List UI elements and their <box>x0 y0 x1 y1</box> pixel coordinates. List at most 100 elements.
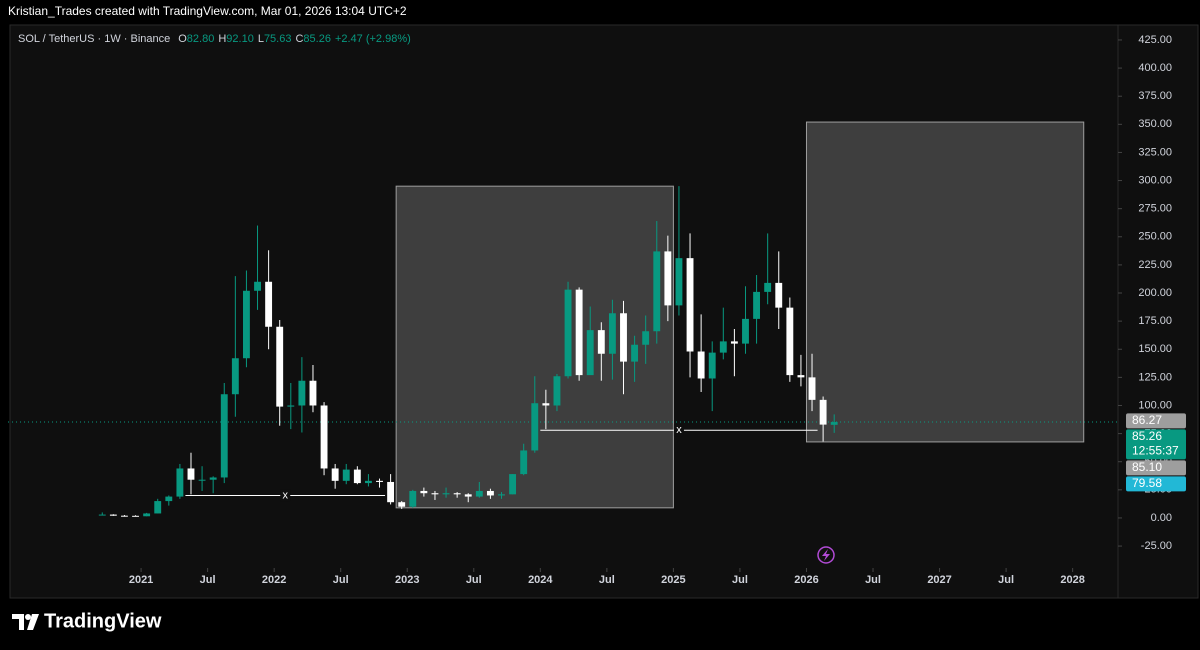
candle-body <box>775 282 783 308</box>
candle-body <box>764 282 772 292</box>
candle-body <box>143 513 151 517</box>
candle-body <box>132 515 139 517</box>
x-tick-label: Jul <box>200 574 216 586</box>
x-tick-label: Jul <box>865 574 881 586</box>
candle-body <box>797 375 805 378</box>
candle-body <box>653 251 661 332</box>
candle-body <box>420 490 428 494</box>
candle-body <box>586 330 594 376</box>
candle-body <box>331 468 339 481</box>
x-tick-label: 2027 <box>927 574 951 586</box>
symbol: SOL / TetherUS · 1W · Binance <box>18 33 170 45</box>
price-label: 86.27 <box>1132 413 1162 427</box>
candle-body <box>109 514 117 516</box>
candle-body <box>697 351 705 379</box>
price-label: 85.10 <box>1132 460 1162 474</box>
range-box <box>395 185 674 509</box>
level-label: x <box>676 424 682 436</box>
candle-body <box>564 289 572 377</box>
y-tick-label: 175.00 <box>1138 315 1172 327</box>
candle-body <box>98 514 106 516</box>
y-tick-label: 150.00 <box>1138 343 1172 355</box>
legend-key: O <box>178 33 187 45</box>
candle-body <box>498 494 505 496</box>
legend-change: +2.47 (+2.98%) <box>335 33 411 45</box>
candle-body <box>486 490 494 496</box>
brand-logo <box>12 614 39 630</box>
x-tick-label: 2025 <box>661 574 685 586</box>
candle-body <box>298 380 306 406</box>
brand: TradingView <box>44 610 162 632</box>
candle-body <box>631 344 639 362</box>
legend-key: L <box>258 33 264 45</box>
candle-body <box>453 493 461 495</box>
candle-body <box>187 468 195 480</box>
candle-body <box>209 477 217 480</box>
candle-body <box>730 341 738 344</box>
candle-body <box>464 494 472 497</box>
candle-body <box>309 380 317 406</box>
legend-value: 82.80 <box>187 33 215 45</box>
y-tick-label: 0.00 <box>1151 512 1172 524</box>
plot: xx <box>8 121 1117 517</box>
candle-body <box>276 326 284 407</box>
x-tick-label: Jul <box>599 574 615 586</box>
candle-body <box>376 480 383 482</box>
price-label: 79.58 <box>1132 476 1162 490</box>
x-tick-label: 2023 <box>395 574 419 586</box>
y-tick-label: 375.00 <box>1138 90 1172 102</box>
candle-body <box>398 502 406 507</box>
candle-body <box>708 352 716 379</box>
y-tick-label: 225.00 <box>1138 259 1172 271</box>
x-tick-label: Jul <box>998 574 1014 586</box>
y-tick-label: 425.00 <box>1138 34 1172 46</box>
header: Kristian_Trades created with TradingView… <box>8 4 407 18</box>
candle-body <box>553 376 561 406</box>
candle-body <box>642 331 650 345</box>
price-label-time: 12:55:37 <box>1132 444 1179 458</box>
x-tick-label: 2026 <box>794 574 818 586</box>
candle-body <box>442 493 450 495</box>
candle-body <box>786 307 794 376</box>
level-label-bg <box>673 424 684 437</box>
candle-body <box>409 490 417 507</box>
x-tick-label: Jul <box>732 574 748 586</box>
y-tick-label: 400.00 <box>1138 62 1172 74</box>
candle-body <box>542 403 550 406</box>
y-tick-label: -25.00 <box>1141 540 1172 552</box>
x-tick-label: 2028 <box>1060 574 1084 586</box>
candle-body <box>620 313 627 362</box>
legend-value: 85.26 <box>303 33 331 45</box>
candle-body <box>265 281 273 327</box>
candle-body <box>287 405 295 407</box>
y-tick-label: 100.00 <box>1138 399 1172 411</box>
candle-body <box>198 479 206 481</box>
event-icon <box>817 546 835 564</box>
candle-body <box>819 399 827 425</box>
price-label: 85.26 <box>1132 429 1162 443</box>
candle-body <box>753 291 761 319</box>
candle-body <box>387 481 395 503</box>
candle-body <box>686 258 694 352</box>
x-tick-label: Jul <box>466 574 482 586</box>
x-tick-label: 2021 <box>129 574 153 586</box>
chart-pane <box>9 24 1199 599</box>
candle-body <box>597 330 605 354</box>
y-tick-label: 250.00 <box>1138 231 1172 243</box>
y-tick-label: 200.00 <box>1138 287 1172 299</box>
x-tick-label: 2022 <box>262 574 286 586</box>
level-label-bg <box>280 489 291 502</box>
candle-body <box>254 281 261 291</box>
candle-body <box>165 496 173 502</box>
candle-body <box>176 468 184 497</box>
candle-body <box>121 515 128 517</box>
price-label-bg <box>1126 413 1186 429</box>
y-tick-label: 300.00 <box>1138 174 1172 186</box>
candle-body <box>575 289 583 376</box>
candle-body <box>353 469 361 484</box>
candle-body <box>830 422 838 425</box>
candle-body <box>342 469 350 481</box>
y-tick-label: 275.00 <box>1138 203 1172 215</box>
candle-body <box>509 474 517 495</box>
